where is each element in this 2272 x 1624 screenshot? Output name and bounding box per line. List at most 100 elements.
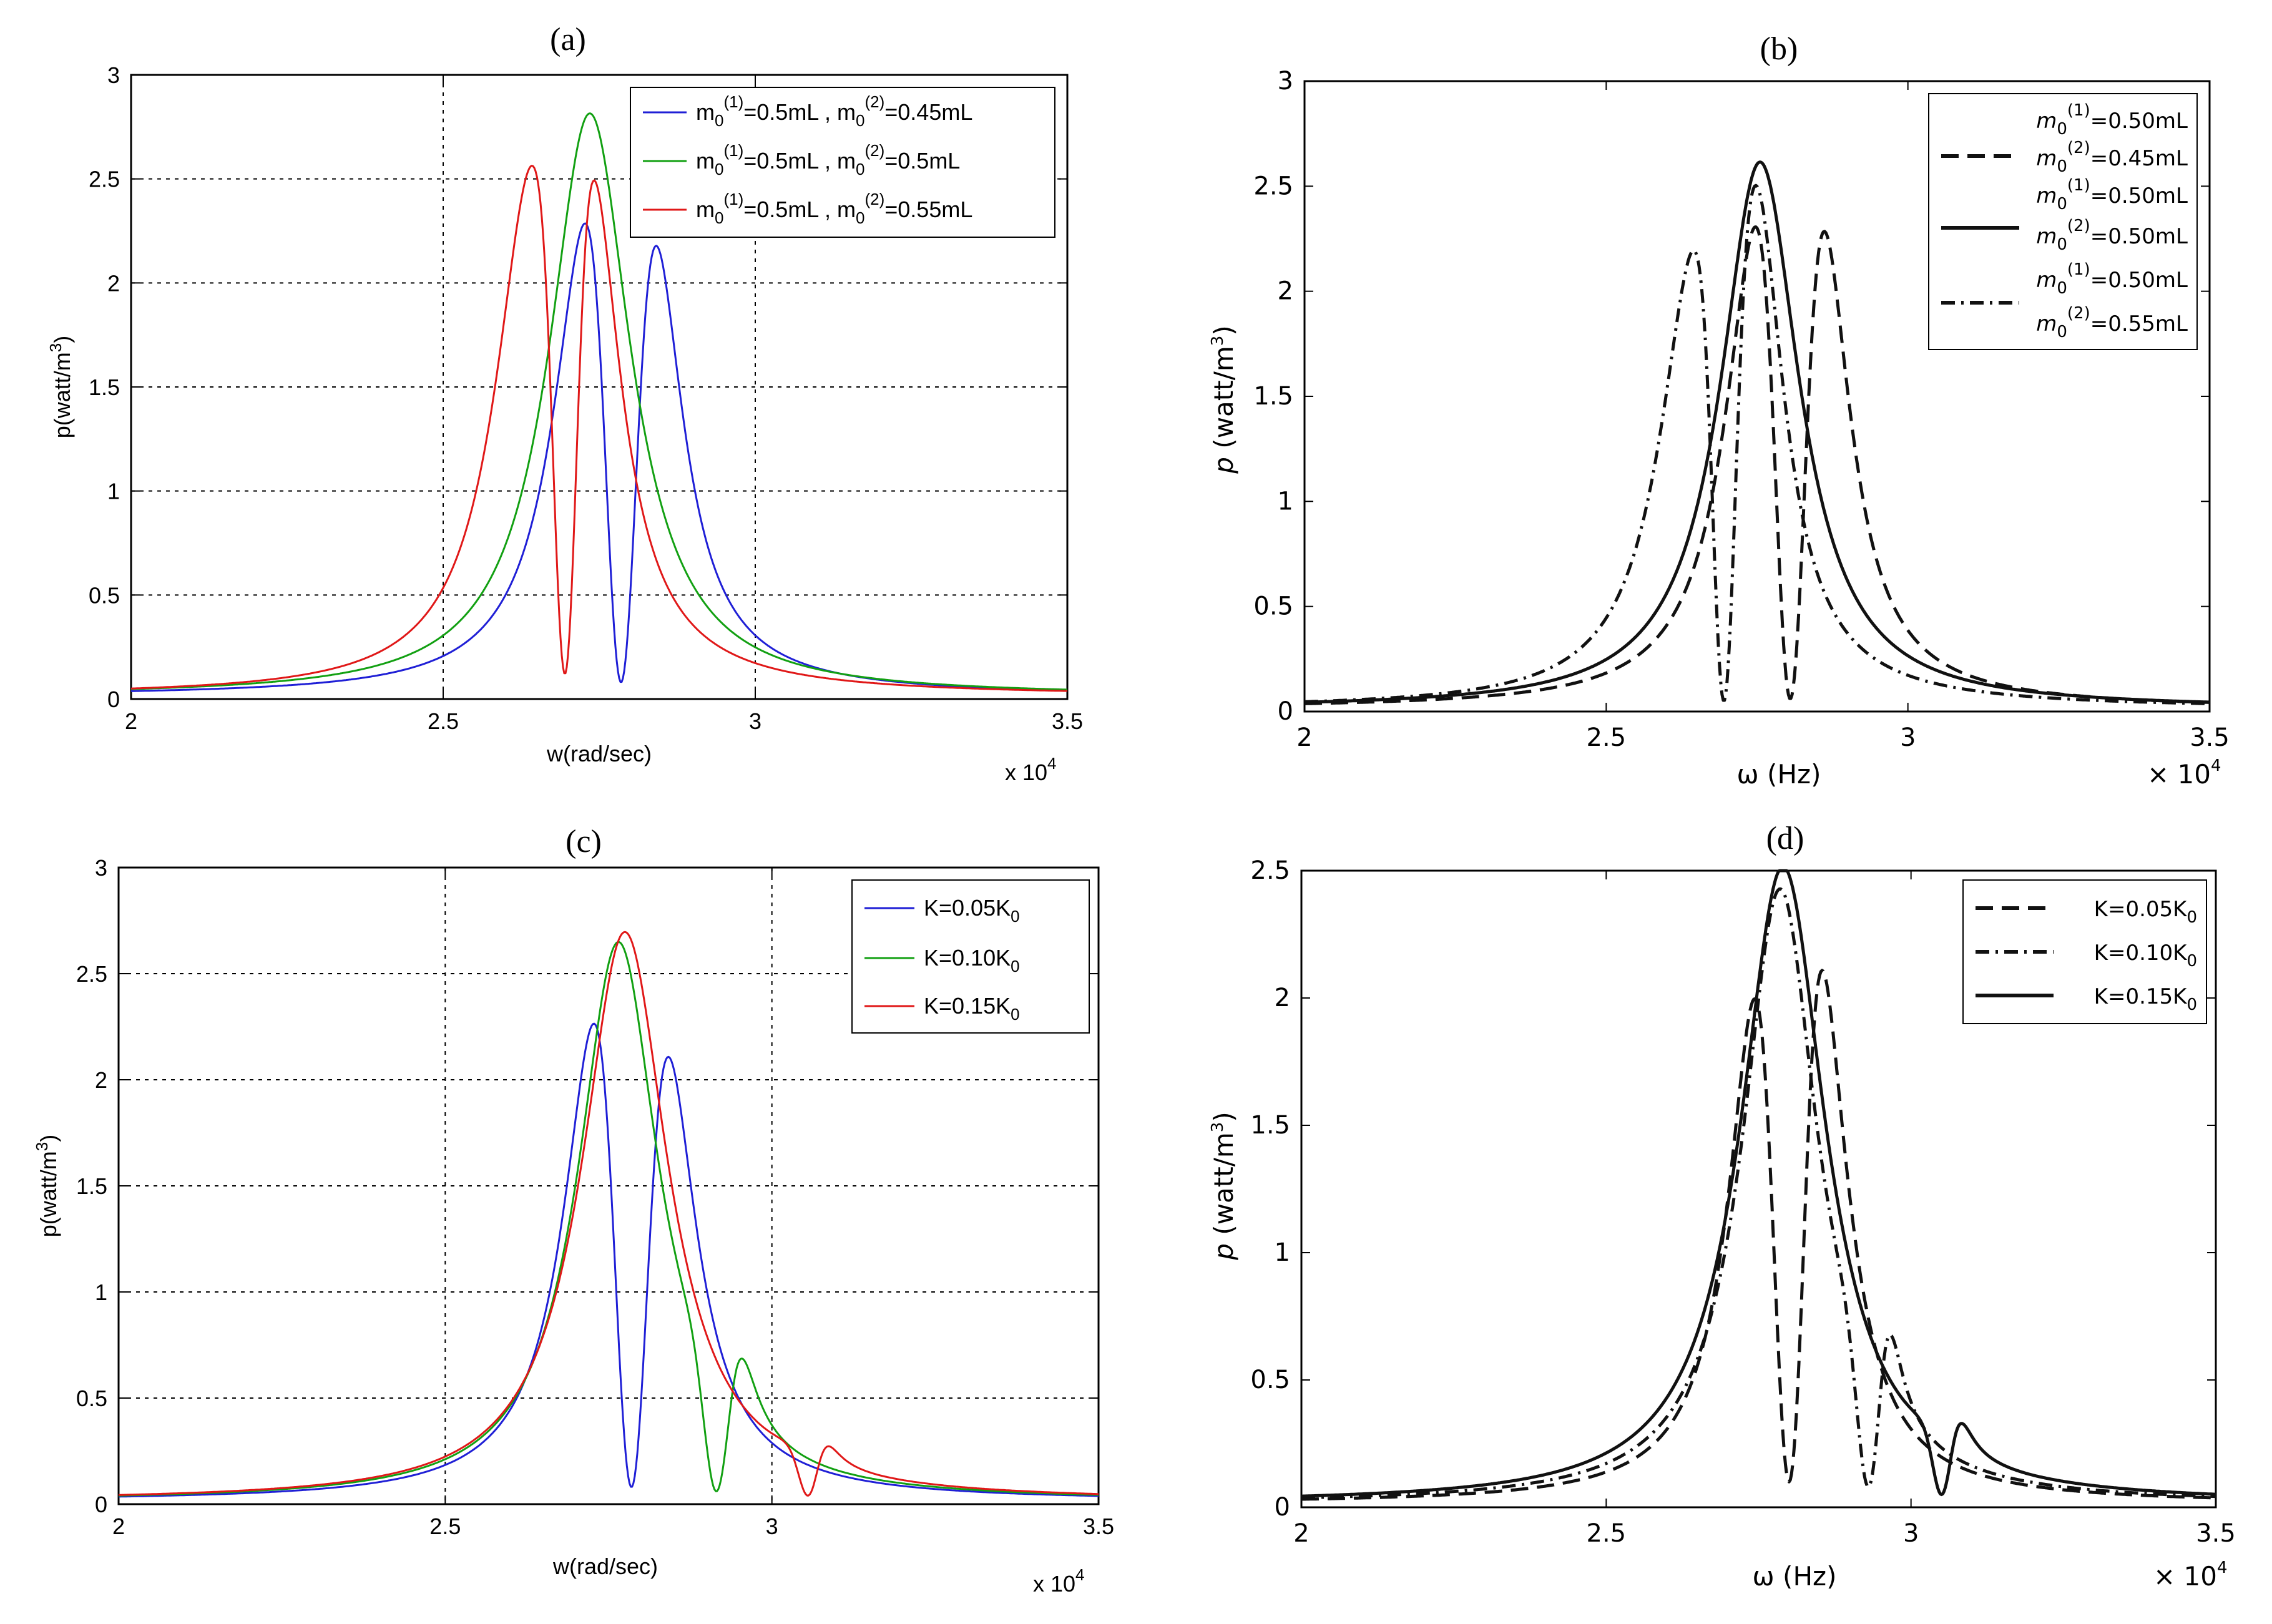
panel-d-x-multiplier: × 104 bbox=[2153, 1558, 2228, 1592]
panel-c: (c) 0 0.5 1 1.5 2 2.5 3 2 2.5 3 3.5 w(rad/sec) x … bbox=[32, 824, 1114, 1597]
legend-a-label-0: m0(1)=0.5mL , m0(2)=0.45mL bbox=[696, 92, 972, 130]
legend-c-label-1: K=0.10K0 bbox=[924, 945, 1020, 976]
y-tick-label: 2.5 bbox=[76, 961, 107, 987]
y-tick-label: 1.5 bbox=[1250, 1111, 1290, 1140]
panel-d-y-ticks: 0 0.5 1 1.5 2 2.5 bbox=[1250, 856, 2216, 1522]
y-tick-label: 0.5 bbox=[89, 582, 120, 608]
panel-c-x-multiplier: x 104 bbox=[1033, 1565, 1085, 1597]
panel-a-ylabel: p(watt/m3) bbox=[46, 336, 75, 439]
y-tick-label: 3 bbox=[95, 855, 107, 881]
series-line-c-0 bbox=[119, 1022, 1099, 1498]
y-tick-label: 0.5 bbox=[76, 1386, 107, 1411]
panel-b-title: (b) bbox=[1760, 31, 1798, 67]
panel-a: (a) 0 0.5 1 1.5 2 2.5 3 2 2.5 3 3.5 w(rad/sec) x … bbox=[46, 22, 1083, 785]
panel-b-y-ticks: 0 0.5 1 1.5 2 2.5 3 bbox=[1253, 67, 2210, 726]
y-tick-label: 2.5 bbox=[89, 167, 120, 192]
panel-a-xlabel: w(rad/sec) bbox=[546, 741, 652, 766]
legend-d-label-0: K=0.05K0 bbox=[2094, 897, 2197, 927]
panel-b-legend: m0(1)=0.50mL m0(2)=0.45mL m0(1)=0.50mL m… bbox=[1928, 93, 2198, 350]
series-line-c-1 bbox=[119, 941, 1099, 1497]
panel-a-series bbox=[130, 112, 1068, 692]
y-tick-label: 0 bbox=[1278, 697, 1293, 726]
legend-a-label-1: m0(1)=0.5mL , m0(2)=0.5mL bbox=[696, 141, 960, 179]
y-tick-label: 1 bbox=[1278, 487, 1293, 516]
y-tick-label: 2.5 bbox=[1250, 856, 1290, 885]
series-line-d-2 bbox=[1301, 869, 2216, 1498]
y-tick-label: 1 bbox=[95, 1279, 107, 1305]
x-tick-label: 3.5 bbox=[2190, 723, 2230, 752]
panel-d-x-ticks: 2 2.5 3 3.5 bbox=[1293, 871, 2236, 1548]
panel-c-title: (c) bbox=[566, 824, 602, 859]
x-tick-label: 3 bbox=[1900, 723, 1916, 752]
panel-b-xlabel: ω (Hz) bbox=[1737, 759, 1821, 790]
panel-d-series bbox=[1301, 869, 2216, 1501]
series-line-d-0 bbox=[1301, 969, 2216, 1501]
panel-b-x-multiplier: × 104 bbox=[2147, 756, 2221, 790]
x-tick-label: 3.5 bbox=[1052, 708, 1083, 734]
panel-c-grid bbox=[118, 867, 1099, 1505]
x-tick-label: 2.5 bbox=[429, 1514, 461, 1539]
y-tick-label: 0 bbox=[107, 687, 120, 712]
panel-d-xlabel: ω (Hz) bbox=[1753, 1561, 1837, 1592]
legend-c-label-2: K=0.15K0 bbox=[924, 993, 1020, 1024]
x-tick-label: 2 bbox=[125, 708, 137, 734]
panel-a-x-multiplier: x 104 bbox=[1005, 754, 1057, 785]
x-tick-label: 3.5 bbox=[1083, 1514, 1114, 1539]
y-tick-label: 3 bbox=[1278, 67, 1293, 95]
panel-d-legend: K=0.05K0 K=0.10K0 K=0.15K0 bbox=[1962, 879, 2207, 1024]
y-tick-label: 1 bbox=[107, 479, 120, 504]
x-tick-label: 3.5 bbox=[2196, 1519, 2236, 1548]
panel-b-series bbox=[1304, 160, 2210, 705]
legend-b-label-1b: m0(2)=0.50mL bbox=[2036, 217, 2188, 254]
series-line-a-2 bbox=[130, 165, 1068, 692]
y-tick-label: 2 bbox=[1278, 277, 1293, 306]
x-tick-label: 3 bbox=[749, 708, 761, 734]
legend-c-label-0: K=0.05K0 bbox=[924, 895, 1020, 926]
legend-d-label-1: K=0.10K0 bbox=[2094, 941, 2197, 971]
panel-a-title: (a) bbox=[550, 22, 586, 57]
y-tick-label: 1.5 bbox=[89, 374, 120, 400]
x-tick-label: 2.5 bbox=[1587, 1519, 1627, 1548]
y-tick-label: 1.5 bbox=[1253, 382, 1293, 411]
y-tick-label: 2 bbox=[107, 270, 120, 296]
panel-c-series bbox=[118, 931, 1099, 1498]
y-tick-label: 2 bbox=[95, 1067, 107, 1093]
panel-b-ylabel: p (watt/m3) bbox=[1208, 325, 1239, 474]
x-tick-label: 2 bbox=[1296, 723, 1312, 752]
series-line-a-1 bbox=[130, 112, 1067, 691]
series-line-c-2 bbox=[118, 931, 1099, 1497]
y-tick-label: 0.5 bbox=[1250, 1366, 1290, 1394]
panel-c-xlabel: w(rad/sec) bbox=[552, 1553, 658, 1579]
legend-b-label-2a: m0(1)=0.50mL bbox=[2036, 260, 2188, 298]
panel-c-legend: K=0.05K0 K=0.10K0 K=0.15K0 bbox=[851, 879, 1090, 1034]
panel-b-x-ticks: 2 2.5 3 3.5 bbox=[1296, 81, 2230, 752]
x-tick-label: 2.5 bbox=[428, 708, 459, 734]
panel-c-x-ticks: 2 2.5 3 3.5 bbox=[112, 868, 1114, 1539]
legend-a-label-2: m0(1)=0.5mL , m0(2)=0.55mL bbox=[696, 190, 972, 227]
x-tick-label: 2 bbox=[1293, 1519, 1309, 1548]
y-tick-label: 3 bbox=[107, 62, 120, 88]
panel-a-legend: m0(1)=0.5mL , m0(2)=0.45mL m0(1)=0.5mL ,… bbox=[630, 87, 1055, 238]
y-tick-label: 2 bbox=[1275, 984, 1290, 1012]
panel-d-title: (d) bbox=[1766, 821, 1804, 856]
panel-c-y-ticks: 0 0.5 1 1.5 2 2.5 3 bbox=[76, 855, 1099, 1517]
legend-b-label-1a: m0(1)=0.50mL bbox=[2036, 176, 2188, 213]
y-tick-label: 2.5 bbox=[1253, 172, 1293, 200]
x-tick-label: 2.5 bbox=[1587, 723, 1627, 752]
series-line-d-1 bbox=[1301, 887, 2216, 1500]
legend-d-label-2: K=0.15K0 bbox=[2094, 984, 2197, 1014]
y-tick-label: 0.5 bbox=[1253, 592, 1293, 621]
legend-b-label-0a: m0(1)=0.50mL bbox=[2036, 101, 2188, 139]
y-tick-label: 0 bbox=[95, 1492, 107, 1517]
panel-a-y-ticks: 0 0.5 1 1.5 2 2.5 3 bbox=[89, 62, 1067, 712]
x-tick-label: 2 bbox=[112, 1514, 125, 1539]
series-line-b-2 bbox=[1304, 183, 2210, 705]
x-tick-label: 3 bbox=[766, 1514, 778, 1539]
y-tick-label: 1 bbox=[1275, 1238, 1290, 1267]
panel-d: (d) 0 0.5 1 1.5 2 2.5 2 2.5 3 3.5 ω (Hz) × 104 p… bbox=[1208, 821, 2236, 1592]
panel-b: (b) 00.511.522.53 2 2.5 3 3.5 ω (Hz) × 104 … bbox=[1208, 31, 2230, 790]
panel-d-ylabel: p (watt/m3) bbox=[1208, 1112, 1239, 1260]
series-line-b-1 bbox=[1304, 160, 2210, 704]
x-tick-label: 3 bbox=[1903, 1519, 1919, 1548]
